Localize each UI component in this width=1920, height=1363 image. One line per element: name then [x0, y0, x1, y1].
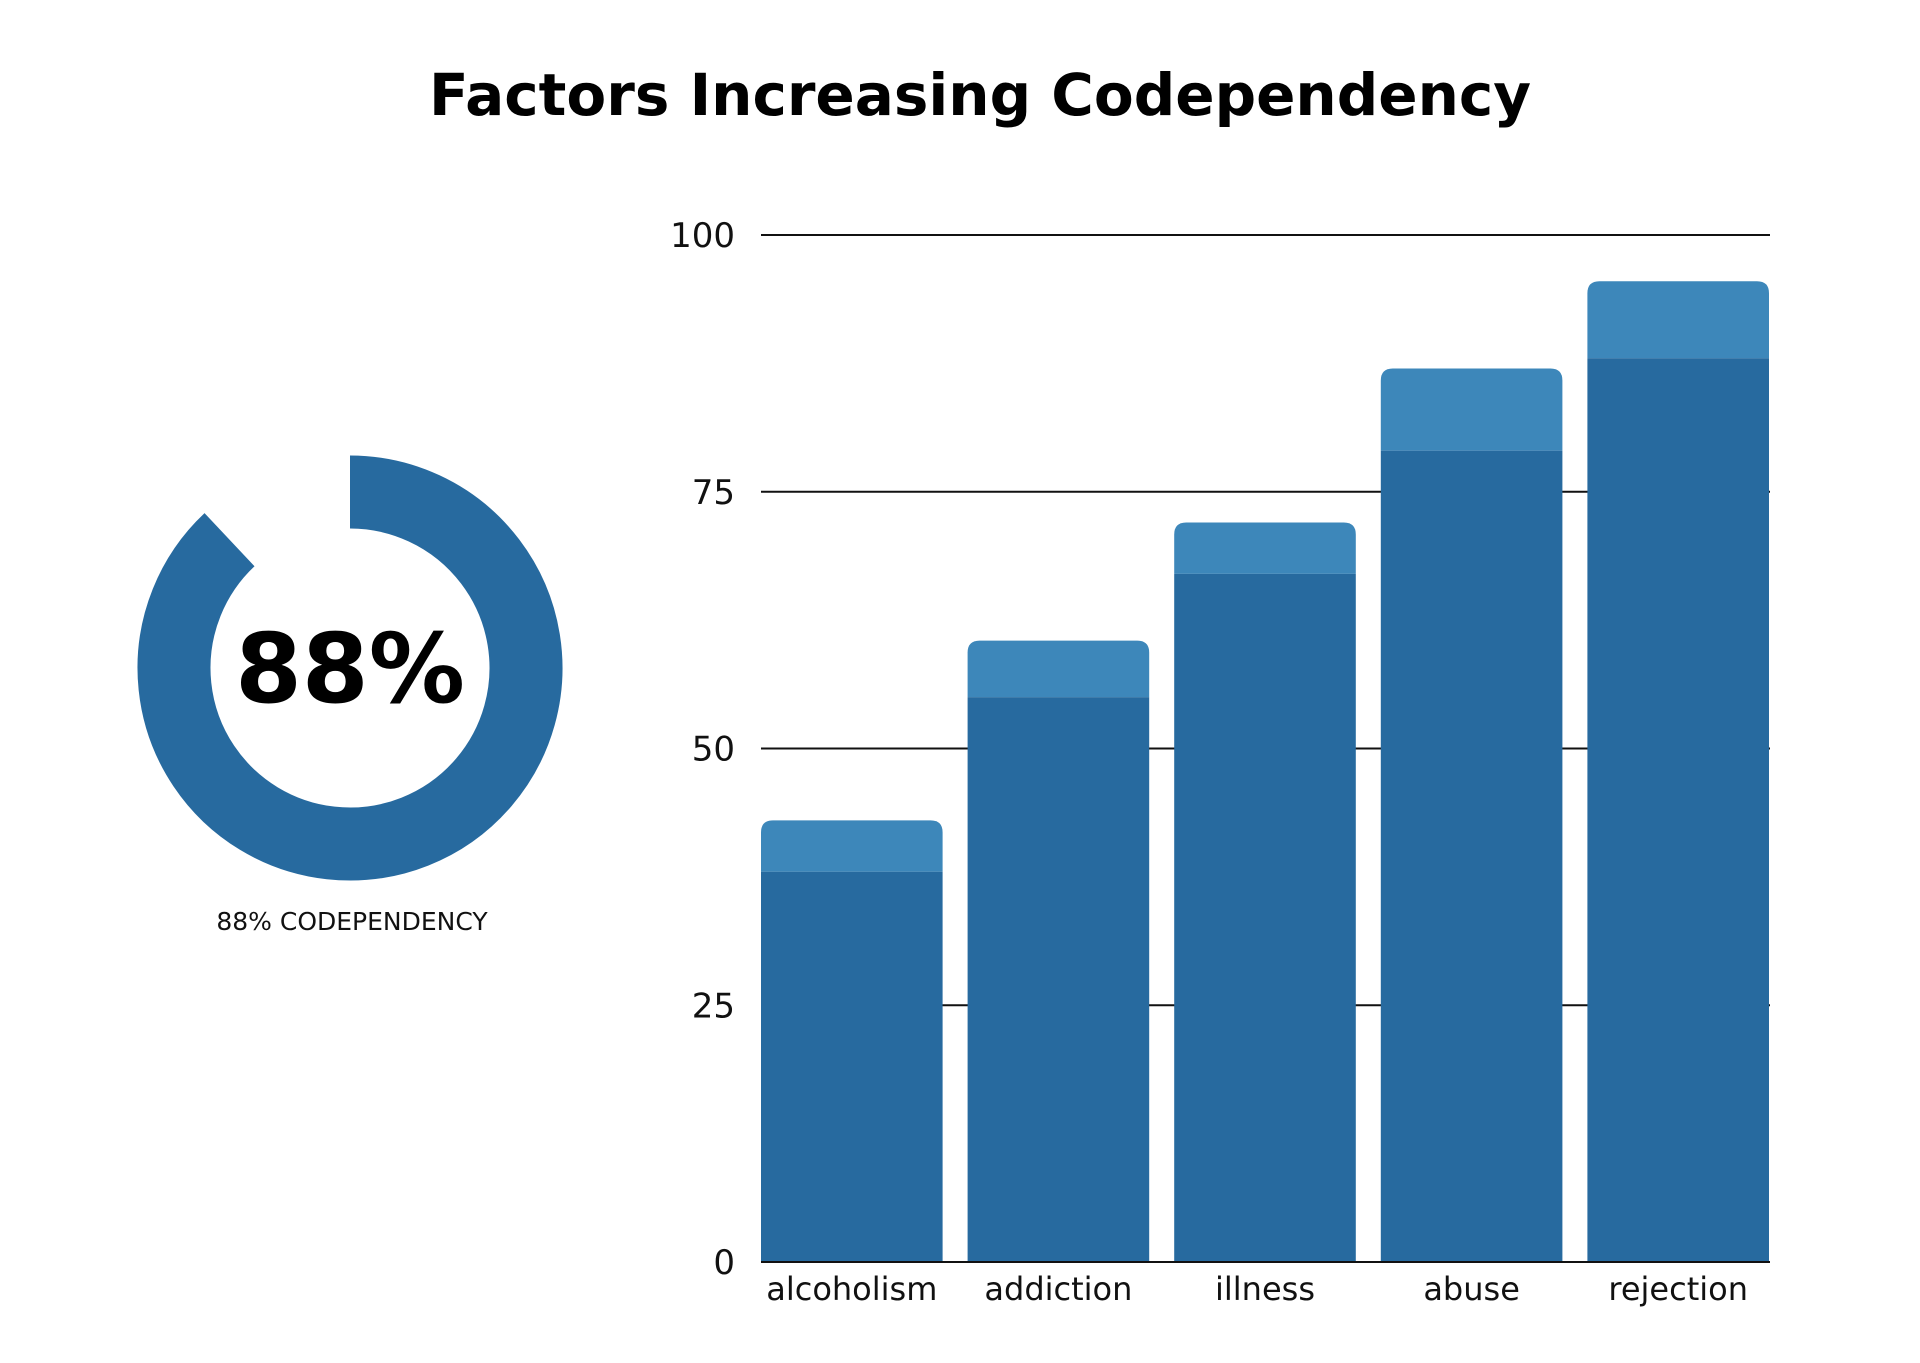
chart-title: Factors Increasing Codependency	[429, 61, 1531, 129]
donut-center-value: 88%	[235, 613, 465, 725]
bar-segment-base	[1380, 450, 1563, 1262]
bar-segment-base	[1174, 573, 1356, 1262]
x-tick-label: abuse	[1423, 1270, 1520, 1308]
x-axis-labels: alcoholism addiction illness abuse rejection	[766, 1270, 1748, 1308]
y-tick-label: 0	[713, 1243, 735, 1283]
y-tick-label: 50	[692, 730, 735, 770]
bar-segment-base	[761, 871, 943, 1262]
bar-segment-top	[761, 820, 943, 872]
donut-chart: 88% 88% CODEPENDENCY	[137, 455, 563, 936]
bar-segment-base	[1587, 358, 1769, 1262]
y-tick-label: 75	[692, 473, 735, 513]
y-axis-ticks: 0 25 50 75 100	[670, 216, 735, 1283]
bar-segment-top	[967, 640, 1150, 698]
x-tick-label: illness	[1215, 1270, 1315, 1308]
x-tick-label: addiction	[984, 1270, 1132, 1308]
bars	[761, 281, 1769, 1262]
bar-segment-base	[967, 697, 1150, 1262]
bar-segment-top	[1587, 281, 1769, 359]
donut-label: 88% CODEPENDENCY	[216, 907, 488, 936]
bar-segment-top	[1380, 368, 1563, 451]
bar-segment-top	[1174, 522, 1356, 574]
x-tick-label: alcoholism	[766, 1270, 937, 1308]
y-tick-label: 25	[692, 986, 735, 1026]
x-tick-label: rejection	[1608, 1270, 1748, 1308]
donut-arc	[137, 455, 563, 881]
y-tick-label: 100	[670, 216, 735, 256]
